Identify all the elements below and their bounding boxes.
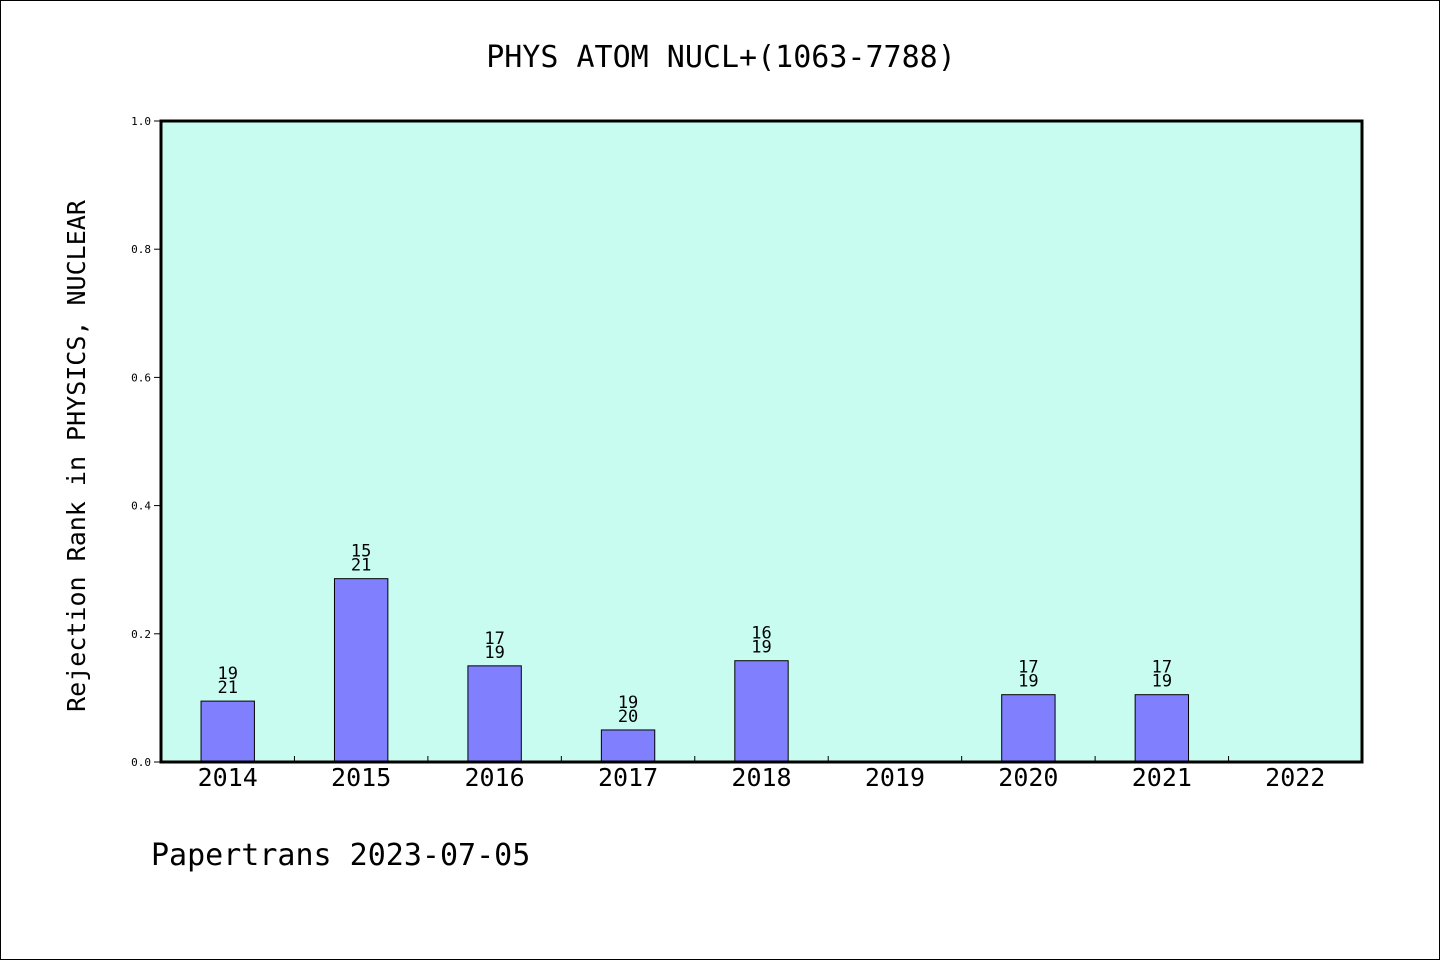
y-axis-label: Rejection Rank in PHYSICS, NUCLEAR xyxy=(62,199,91,712)
bar-2018 xyxy=(734,660,789,763)
x-tick-label-2017: 2017 xyxy=(598,763,658,792)
x-tick-label-2019: 2019 xyxy=(865,763,925,792)
x-tick-label-2018: 2018 xyxy=(731,763,791,792)
bar-label-top-2018: 16 xyxy=(751,624,771,644)
bar-label-bottom-2017: 20 xyxy=(618,707,638,727)
y-tick-label-0.4: 0.4 xyxy=(131,500,151,513)
y-tick-label-0.6: 0.6 xyxy=(131,371,151,384)
x-tick-label-2021: 2021 xyxy=(1132,763,1192,792)
bar-2015 xyxy=(333,578,389,763)
bar-2020 xyxy=(1001,694,1056,763)
bar-2014 xyxy=(200,700,255,763)
bar-2016 xyxy=(467,665,522,763)
bar-label-top-2020: 17 xyxy=(1018,658,1038,678)
bar-2021 xyxy=(1134,694,1190,763)
bar-label-bottom-2020: 19 xyxy=(1018,672,1038,692)
y-axis: 0.0 0.2 0.4 0.6 0.8 1.0 xyxy=(131,115,161,769)
chart-title: PHYS ATOM NUCL+(1063-7788) xyxy=(486,40,956,75)
y-tick-label-0.8: 0.8 xyxy=(131,243,151,256)
bar-label-bottom-2021: 19 xyxy=(1152,672,1172,692)
bar-label-bottom-2016: 19 xyxy=(484,643,504,663)
bar-label-top-2017: 19 xyxy=(618,693,638,713)
y-tick-label-1.0: 1.0 xyxy=(131,115,151,128)
x-tick-label-2015: 2015 xyxy=(331,763,391,792)
bar-label-top-2015: 15 xyxy=(351,542,371,562)
x-tick-label-2016: 2016 xyxy=(465,763,525,792)
bar-label-bottom-2018: 19 xyxy=(751,638,771,658)
y-tick-label-0.2: 0.2 xyxy=(131,628,151,641)
bar-2017 xyxy=(600,729,656,763)
bar-label-top-2021: 17 xyxy=(1152,658,1172,678)
x-tick-label-2020: 2020 xyxy=(998,763,1058,792)
plot-border xyxy=(159,119,1364,764)
y-tick-label-0.0: 0.0 xyxy=(131,756,151,769)
bar-label-bottom-2014: 21 xyxy=(217,678,237,698)
x-axis: 2014 2015 2016 2017 2018 2019 2020 2021 2022 xyxy=(198,756,1325,792)
bar-label-bottom-2015: 21 xyxy=(351,556,371,576)
x-tick-label-2014: 2014 xyxy=(198,763,258,792)
footer-text: Papertrans 2023-07-05 xyxy=(151,838,530,873)
x-tick-label-2022: 2022 xyxy=(1265,763,1325,792)
bars-layer xyxy=(200,578,1190,763)
bar-label-top-2014: 19 xyxy=(217,664,237,684)
bar-label-top-2016: 17 xyxy=(484,629,504,649)
